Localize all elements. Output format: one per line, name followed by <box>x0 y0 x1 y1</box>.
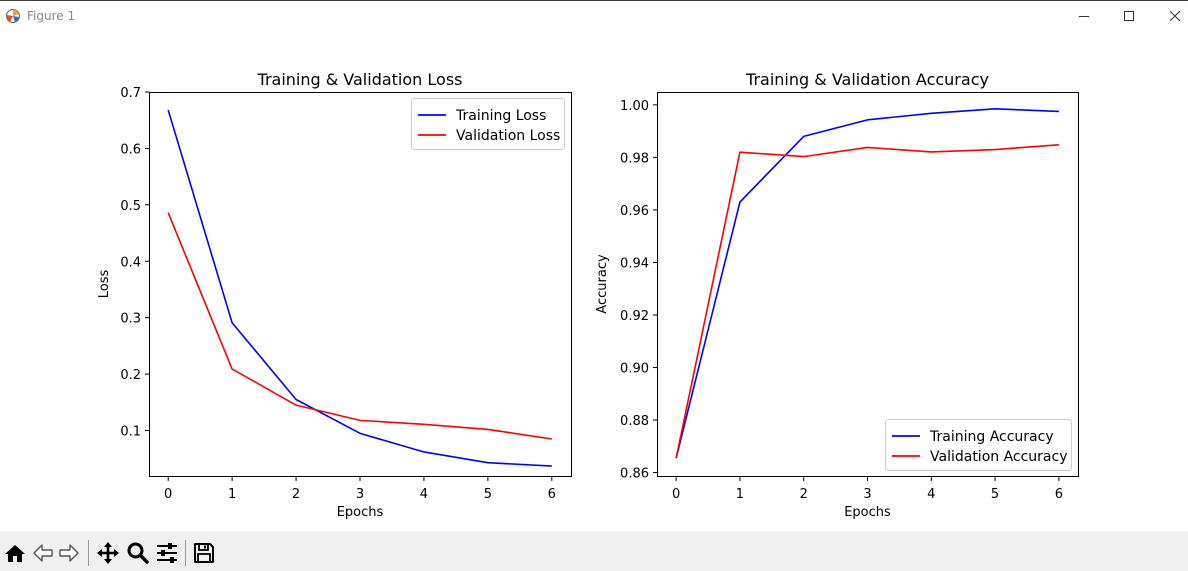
x-tick-label: 5 <box>484 487 492 502</box>
y-tick-label: 0.88 <box>620 414 649 429</box>
y-axis-label: Accuracy <box>595 254 610 314</box>
navigation-toolbar <box>0 531 1188 571</box>
legend-entry-label: Training Loss <box>455 108 546 124</box>
pan-icon <box>97 542 119 564</box>
series-line-validation-accuracy <box>675 143 1059 459</box>
x-tick-label: 4 <box>927 487 935 502</box>
window-title: Figure 1 <box>27 9 76 23</box>
home-button[interactable] <box>3 541 27 565</box>
y-tick-label: 0.90 <box>620 362 649 377</box>
legend-entry-label: Validation Loss <box>456 128 560 144</box>
toolbar-separator <box>88 540 89 566</box>
x-tick-label: 3 <box>356 487 364 502</box>
zoom-icon <box>127 542 149 564</box>
window-titlebar: Figure 1 <box>0 0 1188 31</box>
legend-entry-label: Validation Accuracy <box>930 449 1068 465</box>
legend-entry-label: Training Accuracy <box>929 429 1054 445</box>
figure-svg: 0 1 2 3 4 5 6 0.1 0.2 0.3 0.4 0.5 0.6 0.7 Training & V… <box>97 70 1079 520</box>
minimize-button[interactable] <box>1074 6 1094 26</box>
y-tick-label: 0.7 <box>120 86 141 101</box>
back-button[interactable] <box>31 541 55 565</box>
y-tick-label: 0.5 <box>120 199 141 214</box>
configure-subplots-icon <box>157 543 177 563</box>
y-tick-label: 0.86 <box>620 467 649 482</box>
y-axis-label: Loss <box>97 270 112 299</box>
y-tick-label: 0.6 <box>120 142 141 157</box>
chart-title: Training & Validation Accuracy <box>745 70 989 89</box>
series-line-validation-loss <box>167 212 552 440</box>
y-tick-label: 0.94 <box>620 256 649 271</box>
minimize-icon <box>1079 16 1089 17</box>
figure-canvas[interactable]: 0 1 2 3 4 5 6 0.1 0.2 0.3 0.4 0.5 0.6 0.7 Training & V… <box>0 31 1188 531</box>
x-tick-label: 1 <box>736 487 744 502</box>
matplotlib-app-icon <box>6 9 20 23</box>
maximize-button[interactable] <box>1119 6 1139 26</box>
x-tick-label: 0 <box>672 487 680 502</box>
x-tick-label: 6 <box>548 487 556 502</box>
plot-area-frame <box>149 92 572 477</box>
x-axis-label: Epochs <box>337 505 384 520</box>
x-axis-label: Epochs <box>844 505 891 520</box>
y-tick-label: 0.96 <box>620 204 649 219</box>
back-arrow-icon <box>33 544 53 562</box>
close-button[interactable] <box>1165 6 1185 26</box>
home-icon <box>5 545 25 562</box>
y-tick-label: 0.2 <box>120 368 141 383</box>
y-tick-label: 0.3 <box>120 312 141 327</box>
x-tick-label: 3 <box>863 487 871 502</box>
zoom-button[interactable] <box>126 541 150 565</box>
x-tick-label: 2 <box>292 487 300 502</box>
legend-box <box>885 419 1072 471</box>
forward-arrow-icon <box>59 544 79 562</box>
y-tick-label: 0.98 <box>620 151 649 166</box>
x-tick-label: 4 <box>420 487 428 502</box>
series-line-training-accuracy <box>675 108 1059 459</box>
save-button[interactable] <box>192 541 216 565</box>
y-tick-label: 0.4 <box>120 255 141 270</box>
pan-button[interactable] <box>96 541 120 565</box>
plot-area-frame <box>657 92 1079 477</box>
maximize-icon <box>1124 11 1134 21</box>
configure-subplots-button[interactable] <box>155 541 179 565</box>
x-tick-label: 1 <box>228 487 236 502</box>
forward-button[interactable] <box>57 541 81 565</box>
legend-box <box>411 98 565 150</box>
y-tick-label: 0.92 <box>620 309 649 324</box>
chart-title: Training & Validation Loss <box>257 70 463 89</box>
x-tick-label: 2 <box>800 487 808 502</box>
series-line-training-loss <box>167 109 552 467</box>
toolbar-separator <box>185 540 186 566</box>
x-tick-label: 6 <box>1055 487 1063 502</box>
y-tick-label: 0.1 <box>120 425 141 440</box>
y-tick-label: 1.00 <box>620 99 649 114</box>
close-icon <box>1169 10 1181 22</box>
x-tick-label: 0 <box>164 487 172 502</box>
x-tick-label: 5 <box>991 487 999 502</box>
save-icon <box>194 543 214 563</box>
